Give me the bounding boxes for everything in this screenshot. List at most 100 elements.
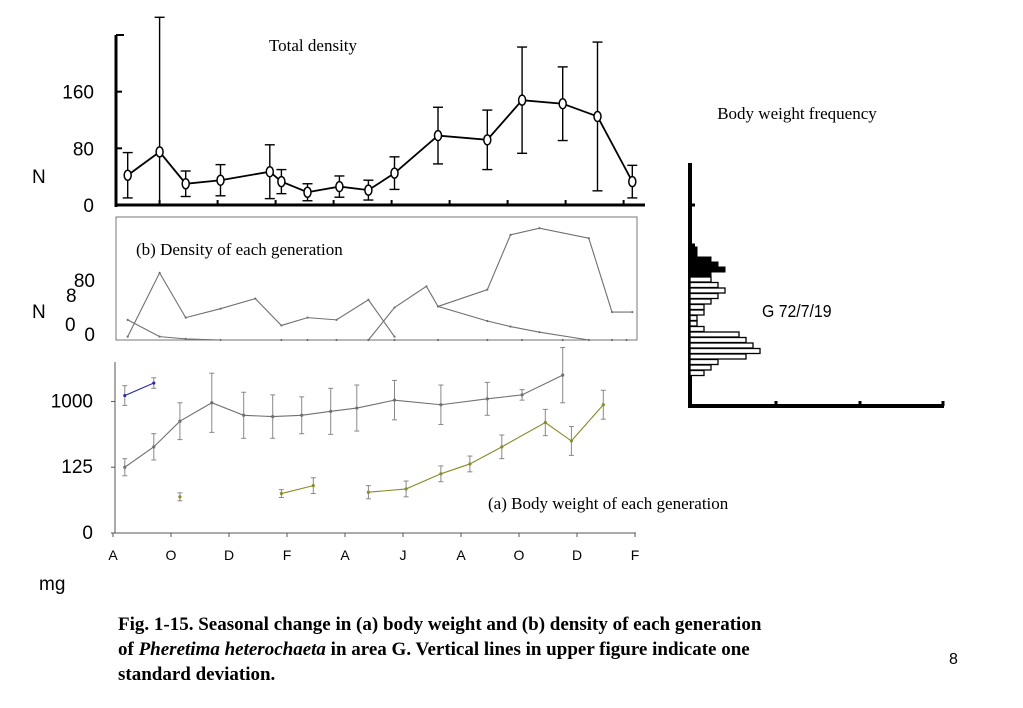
- open-bar: [689, 303, 705, 311]
- generation-point: [625, 338, 628, 342]
- filled-bar: [689, 261, 719, 268]
- weight-point: [601, 403, 605, 407]
- x-tick-label: J: [400, 547, 407, 563]
- open-bar: [689, 336, 747, 344]
- weight-line: [281, 485, 314, 495]
- weight-point: [439, 403, 443, 407]
- filled-bar: [689, 271, 712, 278]
- figure: 0 80 160 N Total density (b) Density of each…: [32, 16, 945, 595]
- generation-point: [587, 237, 590, 240]
- y-axis-label: mg: [39, 574, 65, 595]
- weight-point: [439, 472, 443, 476]
- density-point: [483, 134, 492, 146]
- x-tick-label: A: [108, 547, 118, 563]
- plot-frame: [115, 216, 638, 341]
- density-point: [433, 129, 443, 142]
- chart-title: (b) Density of each generation: [136, 240, 343, 259]
- generation-point: [219, 307, 222, 310]
- caption-line-3: standard deviation.: [118, 664, 276, 685]
- open-bar: [689, 287, 726, 294]
- density-point: [558, 97, 567, 110]
- y-axis-label: N: [32, 302, 46, 323]
- density-line: [127, 99, 634, 194]
- generation-point: [126, 335, 129, 338]
- open-bar: [689, 309, 705, 316]
- density-point: [181, 178, 190, 190]
- open-bar: [689, 298, 712, 305]
- generation-point: [538, 331, 541, 334]
- generation-point: [486, 319, 489, 323]
- y-tick-label: 1000: [51, 391, 93, 412]
- sample-label: G 72/7/19: [762, 301, 832, 321]
- y-tick-label: 125: [61, 457, 93, 478]
- generation-point: [587, 338, 590, 342]
- weight-point: [404, 487, 408, 491]
- weight-point: [485, 397, 489, 401]
- density-point: [517, 94, 527, 106]
- total-density-chart: 0 80 160 N Total density: [32, 16, 645, 217]
- x-tick-label: D: [224, 547, 234, 563]
- body-weight-chart: 0 125 1000 A O D F A J A O D Fmg (a) Body weight of e…: [39, 347, 729, 595]
- weight-point: [366, 490, 370, 494]
- x-tick-label: F: [631, 547, 640, 563]
- y-tick-label: 160: [62, 83, 94, 104]
- open-bar: [689, 353, 747, 360]
- weight-line: [124, 382, 155, 397]
- x-tick-label: D: [572, 547, 582, 563]
- generation-point: [306, 338, 309, 342]
- generation-line: [437, 227, 633, 313]
- weight-point: [123, 393, 127, 398]
- caption-line-2: of Pheretima heterochaeta in area G. Ver…: [118, 639, 750, 660]
- open-bar: [689, 347, 761, 355]
- open-bar: [689, 331, 740, 338]
- generation-point: [393, 338, 396, 342]
- weight-point: [279, 491, 283, 496]
- x-tick-label: O: [514, 547, 525, 563]
- generation-line: [127, 271, 395, 337]
- weight-point: [500, 445, 504, 449]
- density-point: [390, 167, 399, 179]
- chart-title: Total density: [269, 36, 358, 55]
- generation-point: [254, 297, 257, 300]
- x-tick-label: A: [456, 547, 466, 563]
- open-bar: [689, 292, 719, 300]
- generation-point: [306, 316, 309, 319]
- figure-caption: Fig. 1-15. Seasonal change in (a) body w…: [118, 612, 948, 687]
- weight-point: [300, 413, 304, 417]
- x-tick-label: A: [340, 547, 350, 563]
- generation-point: [335, 318, 338, 321]
- generation-point: [280, 338, 283, 342]
- weight-point: [569, 439, 574, 443]
- chart-title: (a) Body weight of each generation: [488, 494, 729, 513]
- x-tick-label: F: [283, 547, 292, 563]
- filled-bar: [689, 246, 698, 253]
- generation-point: [509, 233, 512, 236]
- generation-point: [393, 335, 396, 338]
- generation-point: [393, 306, 396, 309]
- generation-point: [158, 335, 161, 338]
- open-bar: [689, 369, 705, 377]
- slide-number: 8: [949, 651, 958, 668]
- weight-line: [368, 404, 604, 493]
- generation-point: [486, 338, 489, 342]
- y-tick-label: 80: [74, 271, 95, 292]
- generation-point: [610, 338, 614, 342]
- y-tick-label: 0: [82, 523, 93, 544]
- weight-point: [152, 381, 156, 385]
- generation-point: [219, 338, 222, 342]
- open-bar: [689, 276, 712, 283]
- generation-point: [436, 305, 440, 308]
- density-point: [593, 110, 602, 123]
- generation-point: [126, 318, 129, 321]
- generation-point: [509, 325, 512, 328]
- weight-point: [178, 495, 182, 499]
- open-bar: [689, 320, 698, 327]
- generation-point: [184, 337, 187, 340]
- x-tick-label: O: [166, 547, 177, 563]
- y-tick-label: 0: [83, 196, 94, 217]
- y-tick-label: 0: [84, 325, 95, 346]
- filled-bar: [689, 266, 726, 273]
- generation-point: [184, 316, 187, 319]
- caption-line-1: Fig. 1-15. Seasonal change in (a) body w…: [118, 614, 762, 635]
- generation-point: [436, 338, 440, 342]
